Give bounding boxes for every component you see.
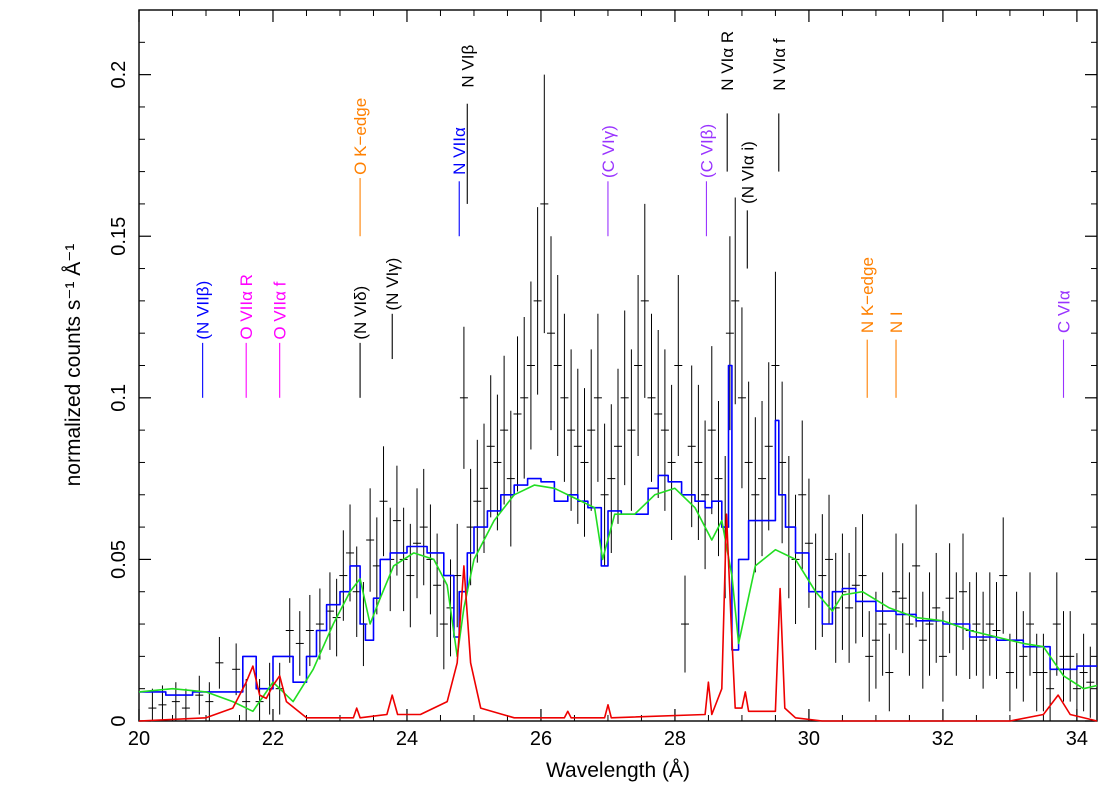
- model-series-lines-red: [138, 513, 1098, 722]
- annotation-label: C VIα: [1055, 290, 1074, 333]
- y-tick-label: 0.2: [108, 61, 130, 89]
- annotation-label: (N VIα i): [738, 141, 757, 204]
- model-series-model-green: [138, 484, 1098, 713]
- y-tick-label: 0.15: [108, 217, 130, 256]
- annotation-label: N I: [887, 311, 906, 333]
- annotation-label: N VIIα: [450, 127, 469, 175]
- axes: [138, 10, 1097, 722]
- annotation-label: O VIIα R: [237, 274, 256, 340]
- model-series-model-blue: [139, 364, 1097, 696]
- annotation-label: O K−edge: [351, 98, 370, 175]
- x-tick-label: 32: [932, 728, 954, 750]
- x-tick-label: 26: [530, 728, 552, 750]
- x-tick-label: 24: [396, 728, 418, 750]
- y-tick-label: 0.05: [108, 540, 130, 579]
- annotation-label: (N VIδ): [351, 286, 370, 340]
- plot-area-border: [138, 9, 1098, 722]
- line-annotations: (N VIIβ) O VIIα R O VIIα f (N VIδ) (N VIγ) O …: [194, 31, 1074, 398]
- annotation-label: (C VIγ): [599, 125, 618, 178]
- x-axis-title: Wavelength (Å): [546, 759, 690, 782]
- x-tick-label: 20: [128, 728, 150, 750]
- plot-frame: [138, 9, 1098, 722]
- x-tick-label: 28: [664, 728, 686, 750]
- x-tick-label: 30: [798, 728, 820, 750]
- annotation-label: N K−edge: [858, 257, 877, 333]
- annotation-label: (N VIγ): [383, 258, 402, 311]
- annotation-label: O VIIα f: [271, 281, 290, 339]
- x-tick-label: 34: [1066, 728, 1088, 750]
- annotation-label: (C VIβ): [697, 124, 716, 178]
- y-tick-label: 0: [108, 715, 130, 726]
- annotation-label: N VIβ: [458, 45, 477, 88]
- y-tick-label: 0.1: [108, 384, 130, 412]
- x-tick-label: 22: [262, 728, 284, 750]
- model-lines: [138, 364, 1098, 722]
- tick-labels: 20 22 24 26 28 30 32 34 0 0.05 0.1 0.15 0.2: [108, 61, 1088, 750]
- annotation-label: N VIα f: [770, 38, 789, 91]
- annotation-label: N VIα R: [718, 31, 737, 91]
- annotation-label: (N VIIβ): [194, 281, 213, 340]
- y-axis-title: normalized counts s⁻¹ Å⁻¹: [62, 244, 85, 487]
